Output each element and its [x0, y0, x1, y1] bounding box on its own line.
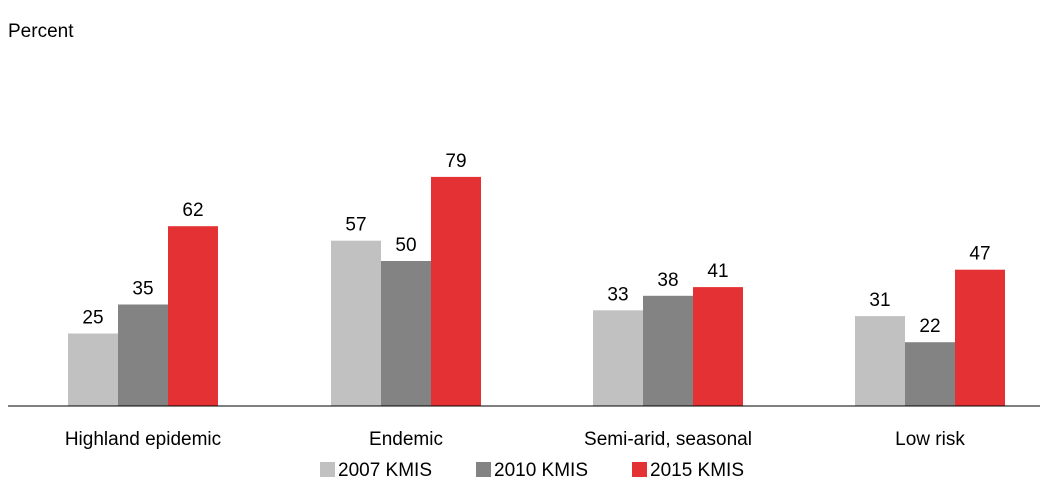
bar-value-label: 47	[969, 244, 990, 265]
legend-swatch	[476, 462, 491, 477]
bars	[68, 176, 1005, 406]
bar	[118, 304, 168, 406]
legend: 2007 KMIS 2010 KMIS 2015 KMIS	[320, 460, 744, 481]
bar-value-label: 35	[132, 279, 153, 300]
bar-value-label: 50	[395, 235, 416, 256]
legend-swatch	[320, 462, 335, 477]
bar-value-label: 25	[82, 308, 103, 329]
bar-value-label: 33	[607, 284, 628, 305]
category-label: Highland epidemic	[65, 429, 221, 450]
bar	[593, 310, 643, 406]
bar-value-label: 79	[445, 151, 466, 172]
bar	[855, 316, 905, 406]
bar	[905, 342, 955, 406]
category-label: Semi-arid, seasonal	[584, 429, 752, 450]
legend-label: 2007 KMIS	[338, 460, 432, 481]
bar	[168, 226, 218, 406]
bar-value-label: 57	[345, 215, 366, 236]
value-labels: 25 35 62 57 50 79 33 38 41 31 22 47	[82, 151, 990, 337]
bar	[68, 333, 118, 406]
bar	[693, 287, 743, 406]
category-labels: Highland epidemic Endemic Semi-arid, seaso…	[65, 429, 966, 450]
bar-value-label: 31	[869, 290, 890, 311]
bar	[955, 269, 1005, 406]
bar-value-label: 38	[657, 270, 678, 291]
bar-value-label: 41	[707, 261, 728, 282]
category-label: Endemic	[369, 429, 443, 450]
bar-value-label: 22	[919, 316, 940, 337]
category-label: Low risk	[895, 429, 965, 450]
legend-swatch	[632, 462, 647, 477]
bar	[643, 295, 693, 406]
legend-label: 2010 KMIS	[494, 460, 588, 481]
y-axis-label: Percent	[8, 21, 74, 42]
bar	[381, 261, 431, 406]
bar-value-label: 62	[182, 200, 203, 221]
bar	[331, 240, 381, 406]
legend-label: 2015 KMIS	[650, 460, 744, 481]
bar	[431, 176, 481, 406]
